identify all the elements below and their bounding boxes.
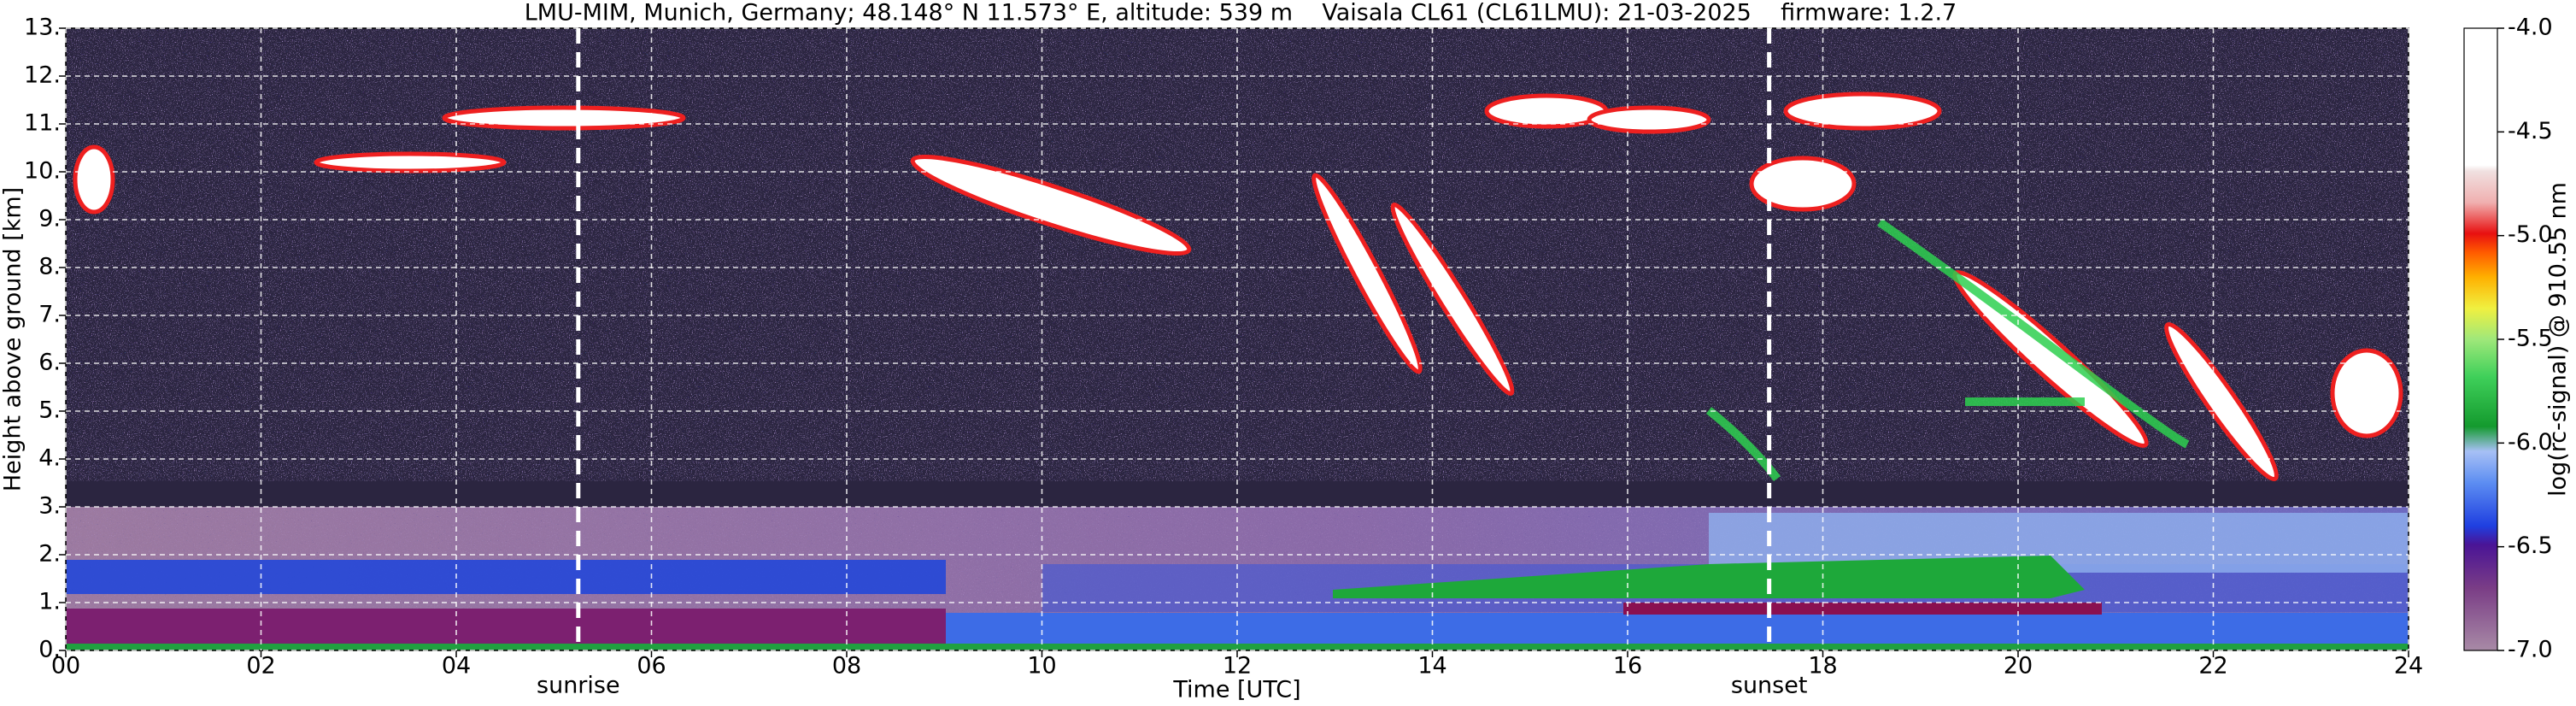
annotation-label: sunrise — [537, 673, 620, 699]
y-tick-label: 13. — [24, 15, 61, 41]
x-axis-label: Time [UTC] — [1172, 677, 1300, 703]
chart-title: LMU-MIM, Munich, Germany; 48.148° N 11.5… — [525, 0, 1957, 26]
x-tick-label: 10 — [1027, 653, 1056, 680]
x-tick-label: 12 — [1223, 653, 1252, 680]
x-tick-label: 06 — [637, 653, 666, 680]
y-tick-label: 10. — [24, 158, 61, 185]
colorbar-tick-label: -6.5 — [2508, 532, 2553, 559]
y-tick-label: 6. — [38, 350, 61, 376]
y-tick-label: 4. — [38, 445, 61, 472]
x-tick-label: 04 — [442, 653, 471, 680]
annotation-label: sunset — [1731, 673, 1808, 699]
y-tick-label: 9. — [38, 206, 61, 232]
colorbar-tick-label: -7.0 — [2508, 637, 2553, 663]
y-tick-label: 12. — [24, 62, 61, 89]
x-tick-label: 02 — [246, 653, 275, 680]
colorbar-tick-label: -5.5 — [2508, 326, 2553, 352]
x-tick-label: 24 — [2394, 653, 2423, 680]
x-tick-label: 20 — [2004, 653, 2033, 680]
colorbar-tick-label: -6.0 — [2508, 429, 2553, 456]
x-tick-label: 14 — [1417, 653, 1446, 680]
x-tick-label: 18 — [1808, 653, 1837, 680]
y-tick-label: 7. — [38, 302, 61, 328]
y-tick-label: 11. — [24, 110, 61, 137]
x-tick-label: 16 — [1613, 653, 1642, 680]
x-tick-label: 08 — [832, 653, 861, 680]
colorbar-tick-label: -4.5 — [2508, 118, 2553, 144]
y-axis-label: Height above ground [km] — [0, 187, 26, 491]
y-tick-label: 1. — [38, 589, 61, 615]
y-tick-label: 3. — [38, 493, 61, 520]
y-tick-label: 8. — [38, 254, 61, 280]
x-tick-label: 00 — [51, 653, 80, 680]
y-tick-label: 2. — [38, 541, 61, 568]
colorbar-tick-label: -4.0 — [2508, 15, 2553, 41]
x-tick-label: 22 — [2198, 653, 2227, 680]
y-tick-label: 5. — [38, 397, 61, 424]
y-tick-label: 0. — [38, 637, 61, 663]
colorbar-label: log(rc-signal) @ 910.55 nm — [2545, 182, 2572, 497]
colorbar-tick-label: -5.0 — [2508, 221, 2553, 248]
